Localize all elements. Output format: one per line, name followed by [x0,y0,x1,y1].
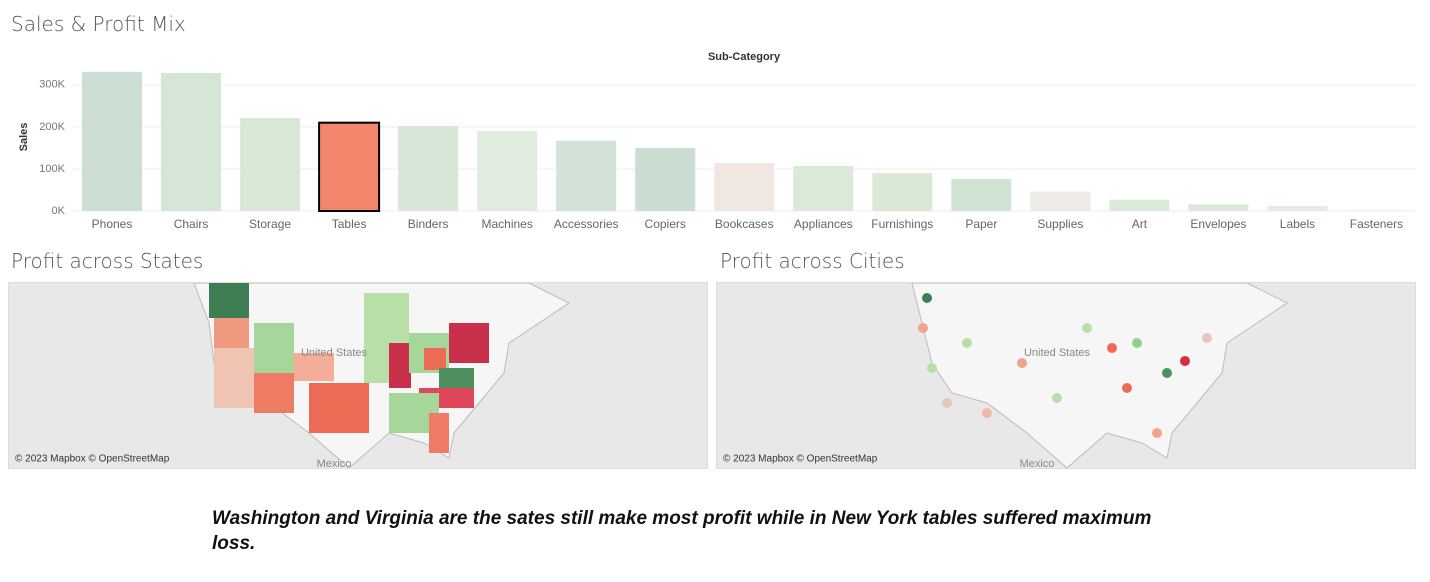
x-tick-label: Storage [249,217,291,231]
state [389,343,411,388]
state [254,373,294,413]
bar [240,118,301,211]
city [982,408,992,418]
x-tick-label: Appliances [794,217,853,231]
caption: Washington and Virginia are the sates st… [212,508,1152,554]
city [918,323,928,333]
chart-title: Sales & Profit Mix [11,12,186,36]
bar [318,121,381,212]
city [942,398,952,408]
bar [161,73,222,211]
state [449,323,489,363]
state [294,353,334,381]
city [1017,358,1027,368]
x-tick-label: Copiers [645,217,686,231]
x-tick-label: Chairs [174,217,209,231]
bar [398,126,459,211]
y-axis-title: Sales [18,123,30,152]
city [1152,428,1162,438]
x-tick-label: Envelopes [1190,217,1246,231]
map-label: United States [301,347,368,359]
x-tick-label: Furnishings [871,217,933,231]
x-tick-label: Labels [1280,217,1315,231]
state [429,413,449,453]
bar [82,71,143,211]
y-tick-label: 0K [52,205,66,217]
state [209,283,249,318]
city [1162,368,1172,378]
state [424,348,446,370]
cities-map: United States Mexico © 2023 Mapbox © Ope… [716,282,1416,469]
x-tick-label: Accessories [554,217,619,231]
map-canvas: United States Mexico © 2023 Mapbox © Ope… [723,283,1288,468]
map-label: United States [1024,347,1091,359]
x-tick-label: Fasteners [1350,217,1403,231]
city [922,293,932,303]
attribution: © 2023 Mapbox © OpenStreetMap [15,454,170,465]
x-tick-label: Bookcases [715,217,774,231]
x-tick-label: Tables [332,217,367,231]
x-axis-title: Sub-Category [708,51,781,63]
x-tick-label: Supplies [1037,217,1083,231]
map-label: Mexico [1020,458,1055,468]
bar [635,147,696,211]
city [1202,333,1212,343]
x-tick-label: Phones [92,217,133,231]
bar [714,163,775,211]
attribution: © 2023 Mapbox © OpenStreetMap [723,454,878,465]
y-tick-label: 100K [39,163,65,175]
bar [1188,204,1249,211]
map-title: Profit across Cities [720,249,905,273]
city [962,338,972,348]
state [214,318,249,348]
city [1107,343,1117,353]
bar [477,131,538,211]
city [1132,338,1142,348]
x-tick-label: Art [1132,217,1148,231]
state [309,383,369,433]
bar [1030,191,1091,211]
bar [1346,209,1407,211]
map-label: Mexico [317,458,352,468]
city [1122,383,1132,393]
y-tick-label: 300K [39,79,65,91]
state [214,348,254,408]
bar-chart: Sub-Category Sales 0K 100K 200K 300K Phones C… [18,51,1416,231]
states-map: United States Mexico © 2023 Mapbox © Ope… [8,282,708,469]
city [1082,323,1092,333]
x-tick-label: Paper [965,217,997,231]
bar [951,179,1012,211]
x-tick-label: Binders [408,217,449,231]
state [439,368,474,388]
bar [1109,199,1170,211]
bar [793,165,854,211]
city [927,363,937,373]
city [1052,393,1062,403]
bar [872,173,933,211]
bar [1267,205,1328,211]
map-title: Profit across States [11,249,204,273]
land [911,283,1288,468]
city [1180,356,1190,366]
state [254,323,294,373]
y-tick-label: 200K [39,121,65,133]
map-canvas: United States Mexico © 2023 Mapbox © Ope… [15,283,570,468]
bar [556,140,617,211]
x-tick-label: Machines [481,217,532,231]
